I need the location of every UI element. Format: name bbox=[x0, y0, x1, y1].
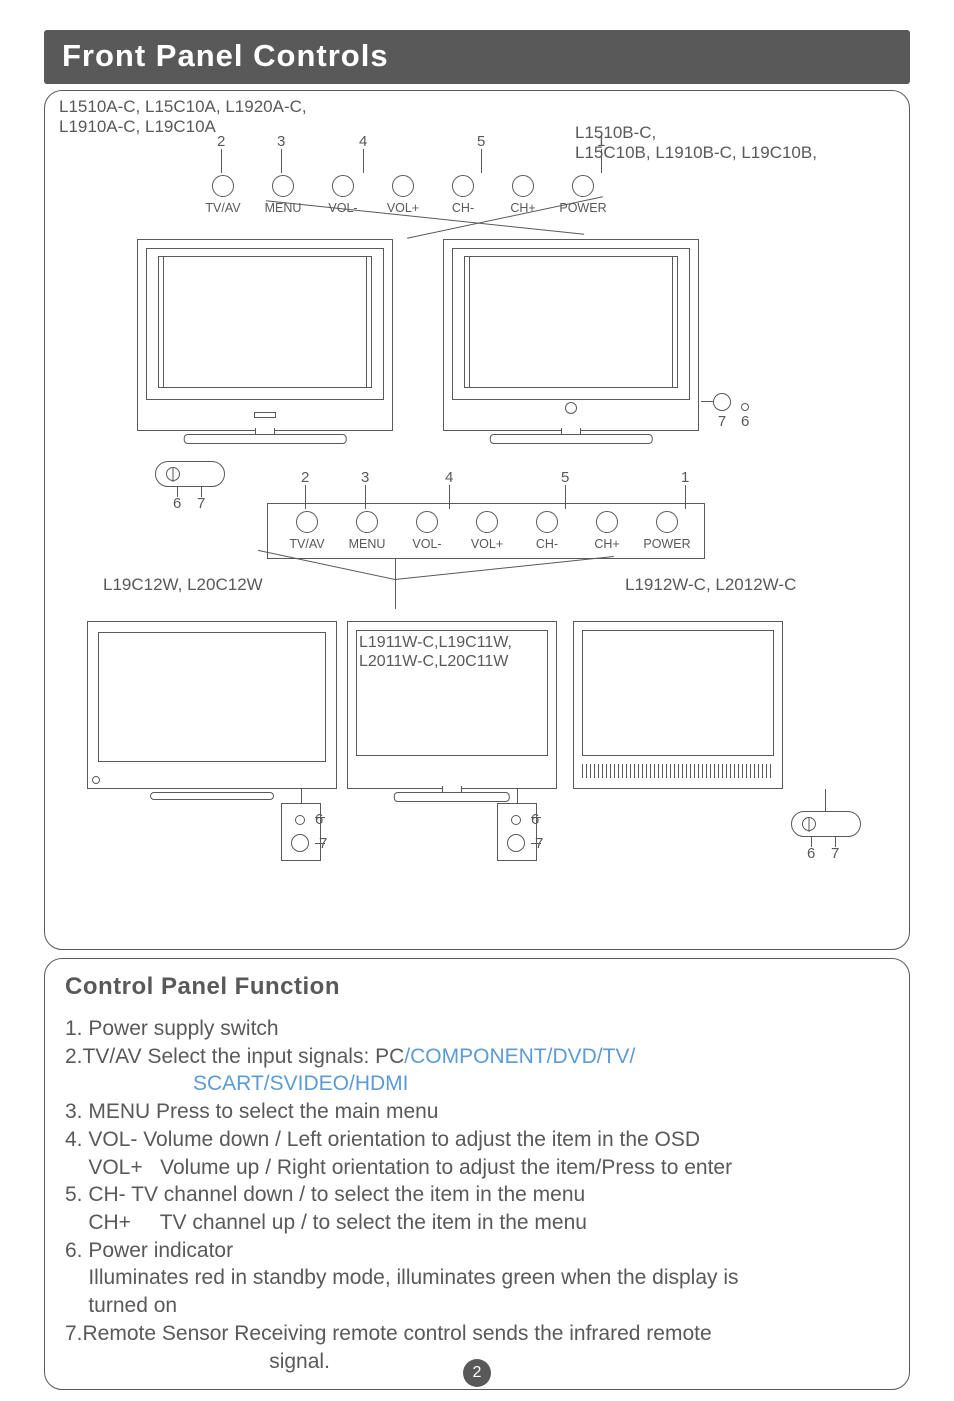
leadnum-6: 6 bbox=[173, 495, 181, 512]
lead-line bbox=[601, 149, 602, 173]
indicator-frame bbox=[497, 803, 537, 861]
lead-line bbox=[481, 149, 482, 173]
model-group-top-left: L1510A-C, L15C10A, L1920A-C, L1910A-C, L… bbox=[59, 97, 307, 138]
leadnum-mid-4: 4 bbox=[445, 469, 453, 486]
lead-line bbox=[301, 789, 302, 803]
lead-line bbox=[395, 559, 396, 609]
func-item-6b: Illuminates red in standby mode, illumin… bbox=[65, 1264, 889, 1292]
tv-illustration-5 bbox=[573, 621, 783, 789]
btn-ch-minus[interactable]: CH- bbox=[433, 175, 493, 215]
leadnum-6b: 6 bbox=[807, 845, 815, 862]
function-list: 1. Power supply switch 2.TV/AV Select th… bbox=[65, 1015, 889, 1375]
btn-power[interactable]: POWER bbox=[553, 175, 613, 215]
func-item-2b: SCART/SVIDEO/HDMI bbox=[65, 1070, 889, 1098]
func-item-2: 2.TV/AV Select the input signals: PC/COM… bbox=[65, 1043, 889, 1071]
leadnum-7: 7 bbox=[197, 495, 205, 512]
model-group-mid-center: L1911W-C,L19C11W, L2011W-C,L20C11W bbox=[359, 633, 512, 671]
lead-line bbox=[825, 789, 826, 811]
func-item-3: 3. MENU Press to select the main menu bbox=[65, 1098, 889, 1126]
page-title-bar: Front Panel Controls bbox=[44, 30, 910, 84]
func-item-5a: 5. CH- TV channel down / to select the i… bbox=[65, 1181, 889, 1209]
tv-illustration-3 bbox=[87, 621, 337, 789]
leadnum-top-3: 3 bbox=[277, 133, 285, 150]
func-item-5b: CH+ TV channel up / to select the item i… bbox=[65, 1209, 889, 1237]
tv-illustration-2 bbox=[443, 239, 699, 431]
leadnum-mid-1: 1 bbox=[681, 469, 689, 486]
model-group-mid-right: L1912W-C, L2012W-C bbox=[625, 575, 796, 595]
func-item-4b: VOL+ Volume up / Right orientation to ad… bbox=[65, 1154, 889, 1182]
func-item-6c: turned on bbox=[65, 1292, 889, 1320]
function-panel: Control Panel Function 1. Power supply s… bbox=[44, 958, 910, 1390]
lead-line bbox=[221, 149, 222, 173]
lead-line bbox=[517, 789, 518, 803]
leadnum-7b: 7 bbox=[831, 845, 839, 862]
btn-vol-plus[interactable]: VOL+ bbox=[373, 175, 433, 215]
leadnum-top-5: 5 bbox=[477, 133, 485, 150]
tv-illustration-1: .tv .v-lines::before{left:4px}.tv .v-lin… bbox=[137, 239, 393, 431]
lead-line bbox=[363, 149, 364, 173]
function-title: Control Panel Function bbox=[65, 973, 889, 1001]
page-number: 2 bbox=[473, 1364, 482, 1382]
func-item-4a: 4. VOL- Volume down / Left orientation t… bbox=[65, 1126, 889, 1154]
leadnum-mid-5: 5 bbox=[561, 469, 569, 486]
leadnum-mid-2: 2 bbox=[301, 469, 309, 486]
btn-menu[interactable]: MENU bbox=[253, 175, 313, 215]
lead-line bbox=[835, 837, 836, 847]
btn-tvav[interactable]: TV/AV bbox=[193, 175, 253, 215]
top-button-row: TV/AV MENU VOL- VOL+ CH- CH+ POWER bbox=[193, 175, 613, 215]
lead-line bbox=[281, 149, 282, 173]
side-indicator-76: 7 6 bbox=[713, 393, 749, 430]
leadnum-mid-3: 3 bbox=[361, 469, 369, 486]
remote-sensor-box-2 bbox=[791, 811, 861, 837]
lead-line bbox=[201, 487, 202, 497]
lead-line bbox=[811, 837, 812, 847]
model-group-top-right: L1510B-C, L15C10B, L1910B-C, L19C10B, bbox=[575, 123, 817, 164]
remote-sensor-box-1 bbox=[155, 461, 225, 487]
mid-row-frame bbox=[267, 503, 705, 559]
func-item-7a: 7.Remote Sensor Receiving remote control… bbox=[65, 1320, 889, 1348]
func-item-6a: 6. Power indicator bbox=[65, 1237, 889, 1265]
model-group-mid-left: L19C12W, L20C12W bbox=[103, 575, 263, 595]
lead-line bbox=[177, 487, 178, 497]
lead-line bbox=[395, 556, 614, 580]
func-item-1: 1. Power supply switch bbox=[65, 1015, 889, 1043]
page-number-badge: 2 bbox=[463, 1359, 491, 1387]
lead-line bbox=[701, 401, 713, 402]
diagram-panel: L1510A-C, L15C10A, L1920A-C, L1910A-C, L… bbox=[44, 90, 910, 950]
indicator-frame bbox=[281, 803, 321, 861]
leadnum-top-1: 1 bbox=[597, 133, 605, 150]
page-title: Front Panel Controls bbox=[62, 38, 389, 73]
leadnum-top-4: 4 bbox=[359, 133, 367, 150]
leadnum-top-2: 2 bbox=[217, 133, 225, 150]
